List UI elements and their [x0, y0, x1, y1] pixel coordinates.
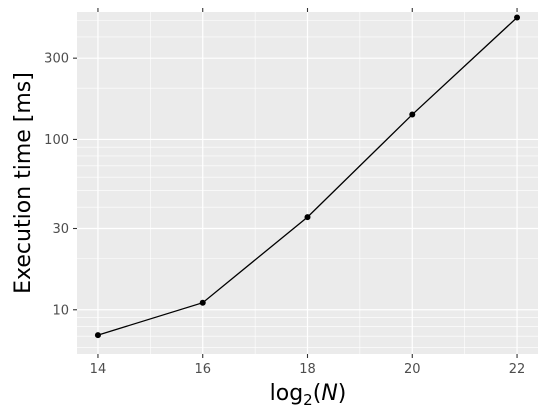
y-tick-label: 100 — [44, 133, 69, 148]
data-series — [94, 14, 521, 339]
axis-ticks — [73, 8, 518, 358]
x-axis-title-subscript: 2 — [303, 391, 313, 409]
y-tick-label: 300 — [44, 52, 69, 67]
x-tick-label: 20 — [404, 362, 421, 377]
y-tick-label: 30 — [52, 222, 69, 237]
data-point — [409, 111, 416, 118]
x-axis-title-prefix: log — [270, 381, 304, 406]
tick-labels: 14 16 18 20 22 10 30 100 300 — [44, 52, 525, 377]
x-axis-title-close-paren: ) — [338, 381, 347, 406]
y-axis-title: Execution time [ms] — [11, 72, 36, 294]
x-axis-title: log2(N) — [270, 381, 347, 409]
data-point — [304, 214, 311, 221]
x-tick-label: 22 — [509, 362, 526, 377]
data-point — [94, 332, 101, 339]
x-tick-label: 14 — [90, 362, 107, 377]
x-axis-title-variable: N — [321, 381, 337, 406]
major-gridlines — [77, 12, 538, 354]
x-axis-title-open-paren: ( — [313, 381, 322, 406]
data-point — [199, 299, 206, 306]
y-tick-label: 10 — [52, 303, 69, 318]
x-tick-label: 16 — [194, 362, 211, 377]
data-point — [514, 14, 521, 21]
x-tick-label: 18 — [299, 362, 316, 377]
